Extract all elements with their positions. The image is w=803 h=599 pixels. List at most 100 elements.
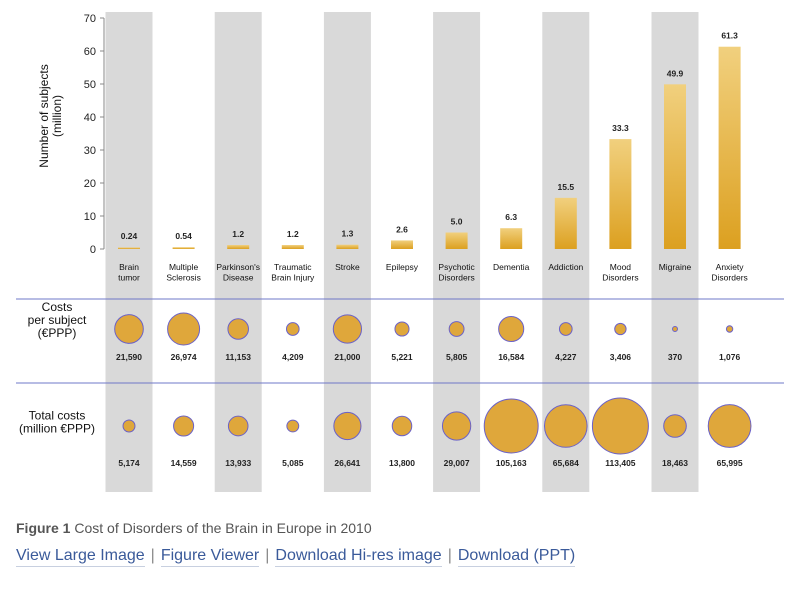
- bar: [227, 245, 250, 249]
- bubble-value-label: 4,227: [555, 352, 577, 362]
- cost-bubble: [707, 404, 752, 448]
- y-axis-title: Number of subjects(million): [37, 64, 64, 167]
- download-ppt-link[interactable]: Download (PPT): [457, 547, 576, 567]
- cost-bubble: [285, 322, 300, 336]
- cost-bubble: [543, 404, 588, 448]
- y-tick-label: 50: [84, 79, 96, 91]
- category-label: Multiple Sclerosis: [166, 262, 200, 283]
- bubble-value-label: 5,085: [282, 458, 304, 468]
- figure-caption-label: Figure 1: [16, 520, 71, 536]
- bubble-value-label: 1,076: [719, 352, 741, 362]
- y-tick-label: 20: [84, 178, 96, 190]
- category-label: Traumatic Brain Injury: [271, 262, 315, 283]
- cost-bubble: [483, 398, 539, 454]
- bubble-value-label: 105,163: [496, 458, 527, 468]
- cost-bubble: [286, 419, 300, 433]
- cost-bubble: [498, 315, 525, 343]
- bubble-value-label: 14,559: [171, 458, 197, 468]
- category-label: Anxiety Disorders: [711, 262, 747, 283]
- category-label: Psychotic Disorders: [438, 262, 475, 283]
- bar: [718, 46, 741, 250]
- cost-bubble: [441, 411, 472, 441]
- category-label: Dementia: [493, 262, 530, 272]
- bar: [554, 197, 577, 249]
- bar: [281, 245, 304, 249]
- bar: [664, 84, 686, 249]
- bar-value-label: 15.5: [558, 182, 575, 192]
- category-label: Migraine: [659, 262, 692, 272]
- cost-bubble: [391, 415, 413, 437]
- bubble-value-label: 65,995: [717, 458, 743, 468]
- category-label: Brain tumor: [118, 262, 140, 283]
- bar: [118, 247, 140, 249]
- bubble-value-label: 65,684: [553, 458, 579, 468]
- cost-bubble: [122, 419, 136, 433]
- y-tick-label: 70: [84, 13, 96, 25]
- bar-value-label: 2.6: [396, 224, 408, 234]
- figure-caption-text: Cost of Disorders of the Brain in Europe…: [74, 520, 372, 536]
- cost-bubble: [114, 314, 144, 344]
- bubble-value-label: 13,800: [389, 458, 415, 468]
- cost-bubble: [614, 322, 627, 336]
- y-tick-label: 0: [90, 244, 96, 256]
- bubble-value-label: 29,007: [444, 458, 470, 468]
- figure-caption: Figure 1 Cost of Disorders of the Brain …: [16, 520, 372, 536]
- y-tick-label: 40: [84, 112, 96, 124]
- link-separator: |: [265, 547, 270, 564]
- figure-links: View Large Image | Figure Viewer | Download …: [16, 547, 576, 567]
- bubble-value-label: 5,221: [391, 352, 413, 362]
- bubble-row-label: Costs per subject (€PPP): [28, 300, 87, 340]
- y-tick-label: 60: [84, 46, 96, 58]
- bar-value-label: 33.3: [612, 123, 629, 133]
- cost-bubble: [333, 411, 362, 441]
- cost-bubble: [227, 415, 249, 437]
- shaded-column: [214, 12, 262, 492]
- cost-bubble: [167, 312, 201, 346]
- bubble-value-label: 26,641: [334, 458, 360, 468]
- link-separator: |: [447, 547, 452, 564]
- category-label: Parkinson's Disease: [216, 262, 260, 283]
- download-hires-image-link[interactable]: Download Hi-res image: [275, 547, 442, 567]
- category-label: Stroke: [335, 262, 360, 272]
- category-label: Addiction: [548, 262, 583, 272]
- bar-value-label: 49.9: [667, 68, 684, 78]
- bubble-value-label: 113,405: [605, 458, 636, 468]
- bar: [172, 247, 195, 249]
- bar-value-label: 61.3: [721, 31, 738, 41]
- bubble-value-label: 13,933: [225, 458, 251, 468]
- cost-bubble: [394, 321, 410, 337]
- bubble-value-label: 26,974: [171, 352, 197, 362]
- bar-value-label: 1.3: [341, 229, 353, 239]
- bar: [500, 228, 523, 249]
- cost-bubble: [332, 314, 363, 344]
- bar-value-label: 6.3: [505, 212, 517, 222]
- cost-bubble: [591, 397, 649, 455]
- cost-bubble: [173, 415, 195, 437]
- bubble-value-label: 18,463: [662, 458, 688, 468]
- bar-value-label: 1.2: [287, 229, 299, 239]
- bubble-value-label: 4,209: [282, 352, 304, 362]
- bubble-value-label: 11,153: [225, 352, 251, 362]
- bubble-value-label: 370: [668, 352, 682, 362]
- bar-value-label: 1.2: [232, 229, 244, 239]
- y-tick-label: 10: [84, 211, 96, 223]
- bar: [609, 139, 632, 249]
- figure-viewer-link[interactable]: Figure Viewer: [160, 547, 260, 567]
- cost-bubble: [663, 414, 687, 438]
- bubble-value-label: 16,584: [498, 352, 524, 362]
- bar-value-label: 0.24: [121, 231, 138, 241]
- y-tick-label: 30: [84, 145, 96, 157]
- bar: [336, 244, 359, 249]
- bar: [445, 232, 468, 249]
- bubble-value-label: 21,590: [116, 352, 142, 362]
- bubble-value-label: 3,406: [610, 352, 632, 362]
- bar-value-label: 5.0: [451, 217, 463, 227]
- bubble-value-label: 5,174: [118, 458, 140, 468]
- shaded-column: [105, 12, 153, 492]
- view-large-image-link[interactable]: View Large Image: [16, 547, 145, 567]
- bubble-value-label: 21,000: [334, 352, 360, 362]
- bubble-value-label: 5,805: [446, 352, 468, 362]
- cost-bubble: [558, 322, 573, 336]
- bar: [391, 240, 413, 249]
- cost-bubble: [672, 326, 678, 332]
